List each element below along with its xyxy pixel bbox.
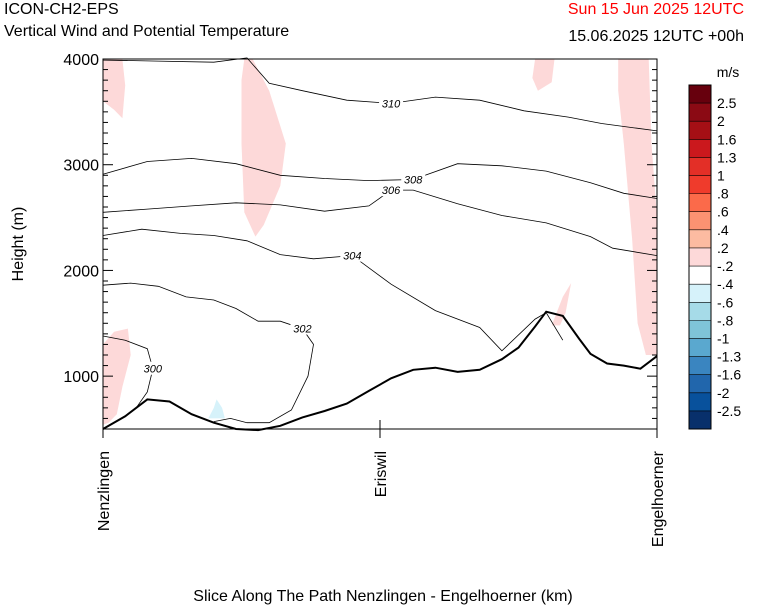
colorbar-box — [689, 193, 711, 213]
colorbar-label: 1.6 — [717, 131, 737, 147]
isoline-label-304: 304 — [343, 251, 361, 263]
colorbar-box — [689, 374, 711, 394]
colorbar-box — [689, 410, 711, 430]
valid-time: Sun 15 Jun 2025 12UTC — [567, 1, 744, 18]
terrain-line — [102, 310, 658, 432]
colorbar-frame — [688, 84, 712, 430]
axes: 1000 2000 3000 4000 Nenzlingen Eriswil Engelho… — [63, 52, 667, 547]
updraft-patch — [103, 328, 131, 425]
colorbar-box — [689, 338, 711, 357]
colorbar-box — [689, 356, 711, 375]
isoline-308 — [102, 157, 658, 199]
isoline-label-308: 308 — [404, 175, 423, 187]
colorbar-box — [689, 266, 711, 285]
isoline-306 — [102, 189, 658, 256]
isoline-label-302: 302 — [293, 324, 311, 336]
colorbar-label: -.6 — [717, 294, 734, 310]
colorbar-box — [689, 284, 711, 303]
colorbar-label: -1 — [717, 330, 730, 346]
updraft-patch — [241, 59, 286, 237]
run-time: 15.06.2025 12UTC +00h — [568, 28, 744, 45]
colorbar-box — [689, 85, 711, 104]
isoline-310 — [102, 57, 658, 132]
y-tick-label: 4000 — [63, 52, 99, 69]
colorbar-label: -.4 — [717, 276, 734, 292]
colorbar-label: -.2 — [717, 258, 734, 274]
y-tick-label: 2000 — [63, 263, 99, 280]
x-tick-label: Eriswil — [373, 451, 390, 497]
colorbar-label: -2.5 — [717, 403, 741, 419]
isoline-label-310: 310 — [382, 98, 401, 110]
terrain-profile — [102, 310, 658, 432]
x-tick-label: Nenzlingen — [96, 451, 113, 531]
isoline-302 — [102, 282, 314, 424]
isoline-label-bg — [140, 361, 165, 375]
colorbar-box — [689, 121, 711, 140]
isoline-label-306: 306 — [382, 185, 401, 197]
colorbar-label: -2 — [717, 385, 730, 401]
downdraft-patch — [208, 399, 225, 419]
colorbar-label: 2.5 — [717, 95, 737, 111]
colorbar-box — [689, 229, 711, 249]
colorbar-label: .8 — [717, 186, 729, 202]
colorbar: 2.5 2 1.6 1.3 1 .8 .6 .4 .2 -.2 -.4 -.6 -.8 -1 -1.3 -1.… — [688, 64, 741, 430]
colorbar-box — [689, 139, 711, 158]
isoline-label-bg — [290, 321, 315, 335]
colorbar-box — [689, 211, 711, 231]
colorbar-label: .6 — [717, 204, 729, 220]
plot-frame — [102, 58, 658, 430]
colorbar-label: -.8 — [717, 312, 734, 328]
updraft-patch — [532, 59, 555, 91]
colorbar-label: 2 — [717, 113, 725, 129]
colorbar-box — [689, 175, 711, 194]
colorbar-box — [689, 157, 711, 176]
y-axis-label: Height (m) — [10, 207, 27, 282]
isoline-label-bg — [379, 96, 404, 110]
x-tick-label: Engelhoerner — [650, 450, 667, 547]
colorbar-label: -1.6 — [717, 367, 741, 383]
updraft-patch — [618, 59, 657, 355]
colorbar-box — [689, 320, 711, 339]
isoline-304 — [102, 228, 564, 352]
isoline-label-bg — [340, 248, 365, 262]
isoline-label-300: 300 — [144, 364, 163, 376]
colorbar-label: 1 — [717, 168, 725, 184]
colorbar-box — [689, 103, 711, 122]
colorbar-label: .2 — [717, 240, 729, 256]
chart-title: Vertical Wind and Potential Temperature — [4, 23, 290, 40]
colorbar-box — [689, 392, 711, 412]
x-axis-label: Slice Along The Path Nenzlingen - Engelh… — [193, 588, 573, 605]
colorbar-label: .4 — [717, 222, 729, 238]
y-tick-label: 3000 — [63, 158, 99, 175]
colorbar-box — [689, 302, 711, 321]
updraft-patch — [551, 283, 572, 326]
model-name: ICON-CH2-EPS — [4, 1, 119, 18]
colorbar-box — [689, 247, 711, 267]
colorbar-label: -1.3 — [717, 349, 741, 365]
colorbar-label: 1.3 — [717, 149, 737, 165]
isoline-label-bg — [379, 183, 404, 197]
updraft-patch — [103, 59, 126, 119]
y-tick-label: 1000 — [63, 369, 99, 386]
vertical-wind-shading — [103, 59, 657, 425]
isoline-label-bg — [401, 172, 426, 186]
colorbar-unit: m/s — [717, 64, 740, 80]
